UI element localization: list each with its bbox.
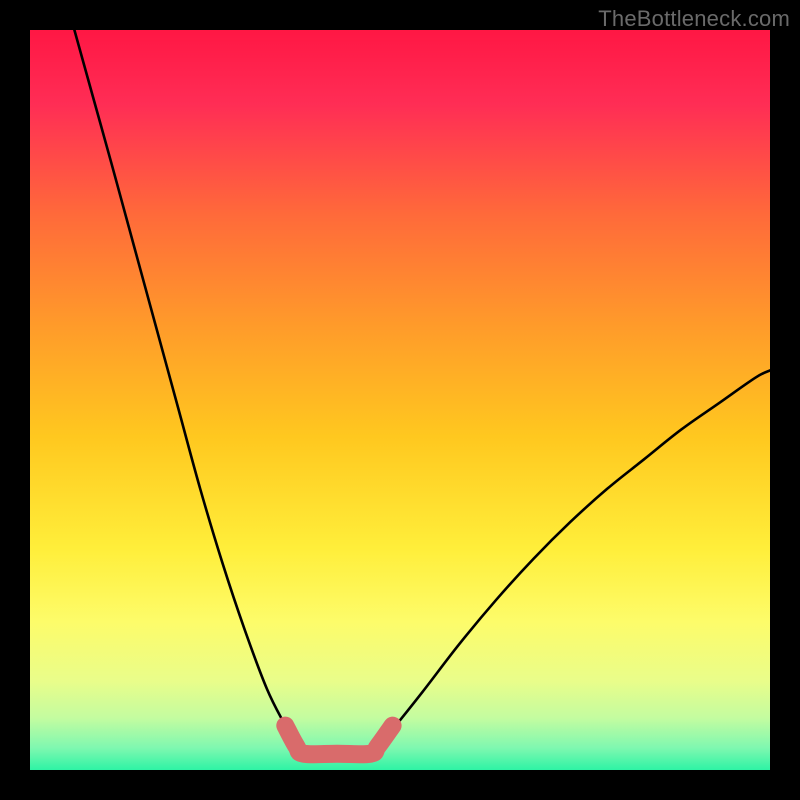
- bottleneck-chart: TheBottleneck.com: [0, 0, 800, 800]
- gradient-background: [30, 30, 770, 770]
- watermark-text: TheBottleneck.com: [598, 6, 790, 32]
- chart-svg: [0, 0, 800, 800]
